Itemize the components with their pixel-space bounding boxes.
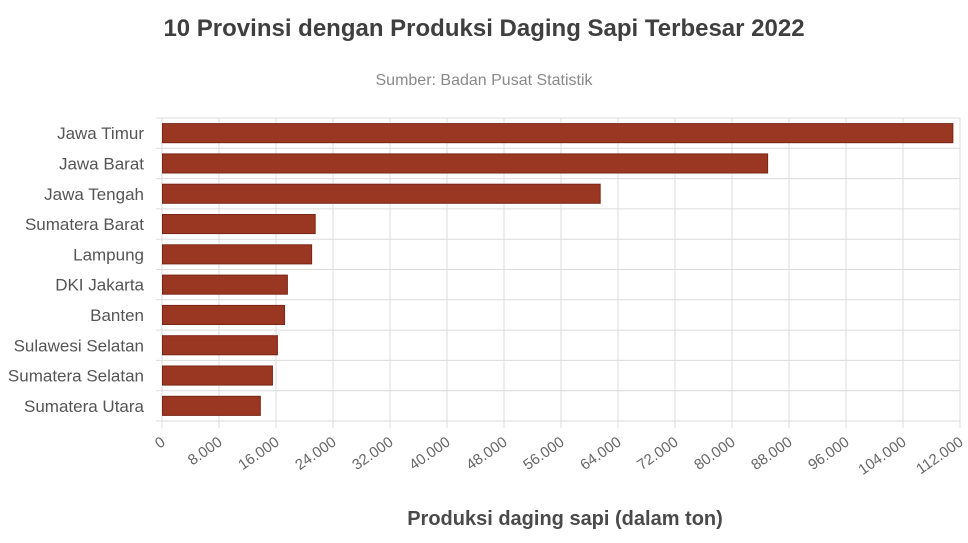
x-tick-label: 64.000 [577,434,624,474]
x-tick-label: 80.000 [691,434,738,474]
x-tick-label: 16.000 [235,434,282,474]
y-tick-label: Sulawesi Selatan [14,336,144,355]
bar [162,335,278,356]
y-tick-label: Jawa Timur [57,124,144,143]
bar [162,153,769,174]
horizontal-gridlines [156,117,960,422]
y-axis-labels: Jawa Timur Jawa Barat Jawa Tengah Sumatera … [8,124,145,416]
x-tick-label: 72.000 [634,434,681,474]
y-tick-label: Jawa Barat [59,154,144,173]
x-tick-label: 96.000 [805,434,852,474]
bar [162,183,601,204]
y-tick-label: Jawa Tengah [44,185,144,204]
x-tick-label: 48.000 [463,434,510,474]
chart-subtitle: Sumber: Badan Pusat Statistik [375,72,593,89]
x-tick-label: 40.000 [406,434,453,474]
bars-group [162,123,954,416]
y-tick-label: Banten [90,306,144,325]
x-tick-label: 32.000 [349,434,396,474]
bar [162,214,316,235]
y-tick-label: DKI Jakarta [55,276,144,295]
x-axis-title: Produksi daging sapi (dalam ton) [407,508,723,530]
x-tick-label: 56.000 [520,434,567,474]
x-tick-label: 104.000 [855,434,909,479]
bar [162,304,286,325]
y-tick-label: Lampung [73,245,144,264]
bar [162,274,288,295]
bar [162,365,273,386]
bar [162,123,954,144]
x-tick-label: 0 [152,434,169,453]
chart-title: 10 Provinsi dengan Produksi Daging Sapi … [163,15,805,42]
x-axis-tick-labels: 0 8.000 16.000 24.000 32.000 40.000 48.000 56.0… [152,434,967,479]
y-tick-label: Sumatera Utara [24,397,145,416]
x-tick-label: 8.000 [185,434,226,469]
x-tick-label: 88.000 [748,434,795,474]
x-tick-label: 24.000 [292,434,339,474]
bar [162,244,313,265]
y-tick-label: Sumatera Barat [25,215,144,234]
x-tick-label: 112.000 [913,434,966,478]
y-tick-label: Sumatera Selatan [8,367,144,386]
bar [162,395,261,416]
